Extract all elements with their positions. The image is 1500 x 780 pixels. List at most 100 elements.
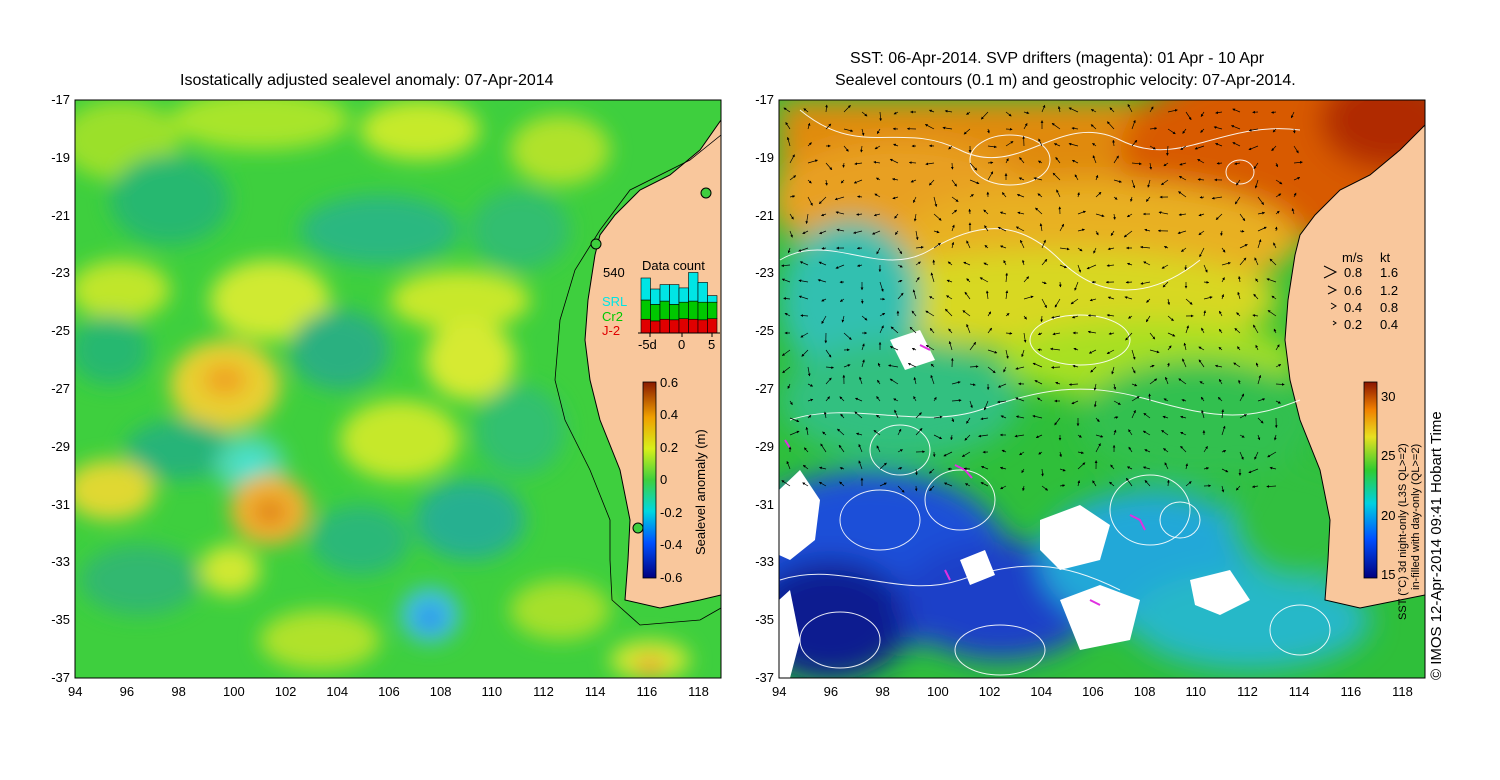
velocity-arrow xyxy=(1274,226,1278,232)
velocity-arrow xyxy=(1221,409,1225,419)
velocity-arrow xyxy=(825,396,830,402)
velocity-arrow xyxy=(997,400,1007,404)
velocity-arrow xyxy=(819,466,827,470)
velocity-arrow xyxy=(1197,178,1205,181)
velocity-arrow xyxy=(966,278,971,283)
velocity-arrow xyxy=(1113,429,1117,436)
velocity-arrow xyxy=(1293,145,1299,154)
velocity-arrow xyxy=(1052,172,1061,181)
velocity-arrow xyxy=(966,111,971,115)
velocity-arrow xyxy=(1178,378,1187,385)
velocity-arrow xyxy=(1058,281,1062,288)
velocity-arrow xyxy=(894,409,899,419)
velocity-arrow xyxy=(1109,107,1115,113)
velocity-arrow xyxy=(1267,451,1277,458)
velocity-arrow xyxy=(803,108,809,113)
velocity-arrow xyxy=(1005,331,1013,335)
velocity-arrow xyxy=(1126,477,1133,487)
velocity-arrow xyxy=(860,145,863,153)
velocity-arrow xyxy=(951,209,958,215)
velocity-arrow xyxy=(1236,312,1241,317)
lat-tick-label: -23 xyxy=(755,265,774,281)
velocity-arrow xyxy=(933,415,943,419)
left-coastline xyxy=(584,119,721,609)
velocity-arrow xyxy=(1000,415,1007,419)
velocity-arrow xyxy=(1149,332,1156,340)
velocity-arrow xyxy=(1023,315,1027,320)
velocity-arrow xyxy=(1087,314,1097,317)
velocity-arrow xyxy=(1290,111,1295,119)
speed-legend-arrows xyxy=(1323,265,1338,326)
velocity-arrow xyxy=(1106,264,1115,267)
velocity-arrow xyxy=(843,128,854,132)
data-count-xtick: 5 xyxy=(708,337,716,352)
velocity-arrow xyxy=(1165,376,1169,385)
velocity-arrow xyxy=(1112,139,1115,147)
velocity-arrow xyxy=(839,467,845,470)
velocity-arrow xyxy=(1275,383,1285,386)
velocity-arrow xyxy=(1131,366,1136,374)
velocity-arrow xyxy=(1077,264,1082,273)
velocity-arrow xyxy=(874,145,881,150)
velocity-arrow xyxy=(838,444,845,453)
velocity-arrow xyxy=(807,366,811,377)
velocity-arrow xyxy=(789,175,797,181)
velocity-arrow xyxy=(1086,264,1097,270)
velocity-arrow xyxy=(1131,349,1136,360)
velocity-arrow xyxy=(1236,179,1241,186)
velocity-arrow xyxy=(913,376,917,385)
velocity-arrow xyxy=(1164,462,1169,470)
velocity-arrow xyxy=(933,242,941,249)
velocity-arrow xyxy=(1237,291,1241,300)
velocity-arrow xyxy=(853,179,863,184)
velocity-arrow xyxy=(1213,126,1223,130)
velocity-arrow xyxy=(1234,196,1241,205)
velocity-arrow xyxy=(1041,258,1048,266)
velocity-arrow xyxy=(802,230,809,234)
velocity-arrow xyxy=(1267,310,1277,317)
velocity-arrow xyxy=(897,292,904,300)
velocity-arrow xyxy=(1093,383,1097,391)
velocity-arrow xyxy=(835,211,845,215)
velocity-arrow xyxy=(1217,397,1223,402)
velocity-arrow xyxy=(893,111,899,115)
speed-legend-kt: 0.4 xyxy=(1380,317,1399,332)
velocity-arrow xyxy=(1056,189,1061,198)
velocity-arrow xyxy=(1077,462,1086,470)
velocity-arrow xyxy=(897,449,903,453)
velocity-arrow xyxy=(843,145,849,152)
velocity-arrow xyxy=(1163,448,1169,453)
velocity-arrow xyxy=(807,383,814,387)
sla-colorbar xyxy=(642,381,657,579)
velocity-arrow xyxy=(1234,162,1241,165)
velocity-arrow xyxy=(1198,230,1205,236)
velocity-arrow xyxy=(877,362,881,368)
velocity-arrow xyxy=(834,196,845,201)
velocity-arrow xyxy=(969,365,979,368)
velocity-arrow xyxy=(946,279,953,283)
velocity-arrow xyxy=(1181,247,1187,252)
velocity-arrow xyxy=(1167,128,1176,135)
velocity-arrow xyxy=(1016,193,1025,198)
velocity-arrow xyxy=(1095,434,1104,438)
lat-tick-label: -35 xyxy=(51,612,70,628)
velocity-arrow xyxy=(1167,332,1176,337)
velocity-arrow xyxy=(1021,259,1025,266)
velocity-arrow xyxy=(1271,145,1277,152)
velocity-arrow xyxy=(1182,358,1187,368)
velocity-arrow xyxy=(1005,111,1012,117)
velocity-arrow xyxy=(1109,481,1115,487)
velocity-arrow xyxy=(1149,349,1160,354)
velocity-arrow xyxy=(987,311,992,317)
velocity-arrow xyxy=(930,272,935,283)
velocity-arrow xyxy=(890,326,899,334)
velocity-arrow xyxy=(1203,296,1213,300)
velocity-arrow xyxy=(969,341,976,351)
velocity-arrow xyxy=(781,349,791,356)
velocity-arrow xyxy=(1253,162,1259,170)
velocity-arrow xyxy=(789,417,800,423)
velocity-arrow xyxy=(929,179,935,186)
velocity-arrow xyxy=(1131,139,1138,147)
velocity-arrow xyxy=(933,196,938,208)
velocity-arrow xyxy=(1077,451,1084,455)
